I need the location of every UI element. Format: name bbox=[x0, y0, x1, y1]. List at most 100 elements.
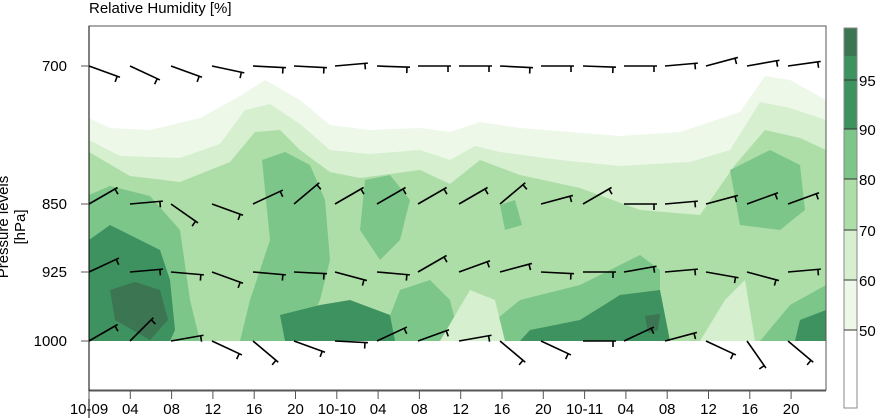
x-tick-label: 04 bbox=[618, 401, 635, 418]
wind-barb bbox=[417, 328, 450, 342]
x-tick-label: 12 bbox=[452, 401, 469, 418]
wind-barb bbox=[129, 200, 163, 208]
wind-barb bbox=[540, 194, 574, 205]
wind-barb bbox=[170, 203, 199, 227]
x-tick-label: 20 bbox=[783, 401, 800, 418]
wind-barb bbox=[252, 340, 279, 366]
wind-barb bbox=[664, 62, 698, 70]
wind-barb bbox=[211, 340, 243, 360]
colorbar-segment bbox=[844, 330, 857, 408]
wind-barb bbox=[746, 59, 780, 67]
x-axis: 10-09 04 08 12 16 20 10-10 04 08 12 16 20 10-11 04 08 1… bbox=[70, 390, 826, 418]
contour-layer bbox=[89, 76, 826, 341]
wind-barb bbox=[540, 340, 572, 360]
x-tick-label: 08 bbox=[411, 401, 428, 418]
y-tick-label: 925 bbox=[42, 264, 67, 281]
wind-barb bbox=[458, 334, 492, 342]
x-tick-label: 16 bbox=[741, 401, 758, 418]
wind-barb bbox=[88, 65, 121, 83]
colorbar-tick-label: 95 bbox=[859, 73, 876, 90]
wind-barb bbox=[417, 186, 448, 205]
colorbar-tick-label: 50 bbox=[859, 323, 876, 340]
wind-barb bbox=[540, 271, 574, 280]
wind-barb bbox=[499, 262, 533, 273]
wind-barb bbox=[334, 186, 365, 205]
colorbar-tick-label: 80 bbox=[859, 172, 876, 189]
wind-barb bbox=[787, 340, 814, 366]
contour-band bbox=[700, 280, 755, 341]
x-tick-label: 12 bbox=[700, 401, 717, 418]
wind-barb bbox=[129, 268, 163, 276]
wind-barb bbox=[541, 65, 574, 72]
wind-barb bbox=[499, 65, 533, 74]
contour-band bbox=[645, 314, 660, 333]
wind-barb bbox=[376, 326, 408, 342]
wind-barb bbox=[376, 65, 411, 74]
contour-band bbox=[380, 280, 460, 341]
wind-barb bbox=[88, 257, 120, 273]
wind-barb bbox=[88, 186, 119, 205]
x-tick-label: 12 bbox=[205, 401, 222, 418]
wind-barb bbox=[664, 200, 698, 208]
x-tick-label: 10-10 bbox=[318, 401, 356, 418]
colorbar-segment bbox=[844, 280, 857, 330]
x-tick-label: 08 bbox=[659, 401, 676, 418]
wind-barb bbox=[499, 182, 528, 205]
x-tick-label: 08 bbox=[163, 401, 180, 418]
wind-barb bbox=[705, 56, 739, 67]
wind-barb bbox=[746, 271, 780, 286]
wind-barb bbox=[623, 265, 657, 273]
wind-barb bbox=[458, 259, 491, 273]
contour-band bbox=[360, 175, 410, 260]
wind-barb bbox=[787, 268, 821, 276]
wind-barb bbox=[705, 271, 739, 284]
contour-band bbox=[280, 300, 395, 341]
colorbar-segment bbox=[844, 56, 857, 129]
contour-band bbox=[440, 290, 505, 341]
wind-barb bbox=[746, 340, 767, 370]
wind-barb bbox=[624, 203, 657, 210]
wind-barb bbox=[129, 317, 157, 342]
contour-band bbox=[240, 152, 330, 341]
wind-barb bbox=[664, 331, 698, 342]
wind-barb bbox=[458, 186, 489, 205]
wind-barb bbox=[334, 340, 368, 349]
wind-barb bbox=[293, 182, 322, 205]
wind-barb bbox=[170, 271, 204, 281]
colorbar: 50 60 70 80 90 95 bbox=[843, 27, 876, 409]
x-tick-label: 04 bbox=[370, 401, 387, 418]
wind-barb bbox=[746, 191, 779, 205]
wind-barb bbox=[170, 334, 204, 342]
y-tick-label: 700 bbox=[42, 58, 67, 75]
colorbar-tick-label: 60 bbox=[859, 273, 876, 290]
wind-barb bbox=[376, 271, 410, 281]
wind-barb bbox=[211, 271, 244, 289]
x-tick-label: 10-09 bbox=[70, 401, 108, 418]
contour-band bbox=[730, 150, 805, 230]
wind-barb bbox=[417, 254, 448, 273]
wind-barb bbox=[334, 62, 368, 70]
wind-barb bbox=[252, 271, 286, 281]
y-tick-label: 850 bbox=[42, 196, 67, 213]
x-tick-label: 04 bbox=[122, 401, 139, 418]
wind-barb bbox=[583, 271, 616, 278]
wind-barb bbox=[88, 323, 119, 342]
wind-barb bbox=[211, 203, 244, 221]
wind-barb bbox=[705, 340, 737, 360]
wind-barb bbox=[170, 65, 203, 83]
wind-barb bbox=[418, 65, 451, 72]
contour-band bbox=[500, 200, 522, 230]
colorbar-segment bbox=[844, 28, 857, 56]
wind-barb bbox=[705, 194, 739, 205]
chart-title: Relative Humidity [%] bbox=[89, 0, 232, 17]
wind-barb bbox=[623, 326, 655, 342]
y-tick-label: 1000 bbox=[34, 333, 67, 350]
x-tick-label: 16 bbox=[494, 401, 511, 418]
wind-barb bbox=[499, 340, 526, 366]
x-tick-label: 16 bbox=[246, 401, 263, 418]
wind-barb bbox=[583, 340, 616, 347]
colorbar-segment bbox=[844, 129, 857, 179]
wind-barb bbox=[252, 189, 284, 205]
contour-band bbox=[110, 282, 168, 340]
